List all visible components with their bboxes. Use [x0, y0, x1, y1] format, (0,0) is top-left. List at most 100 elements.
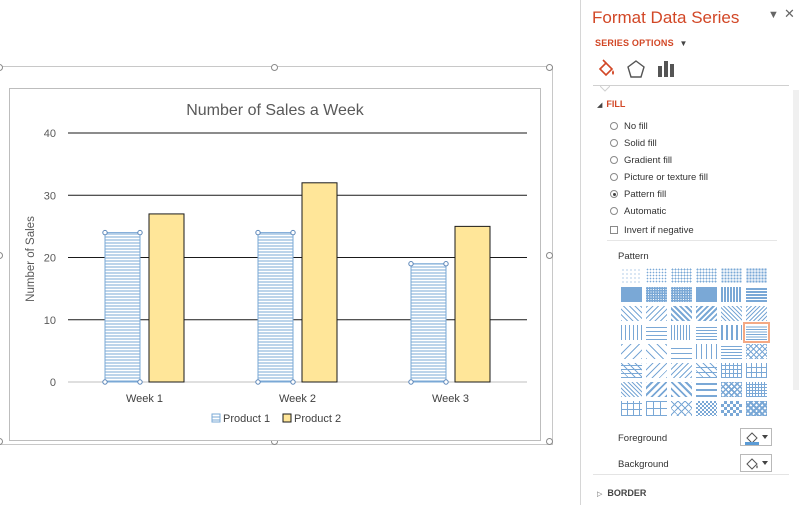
pattern-swatch[interactable] [671, 287, 692, 302]
bar-product-1[interactable] [104, 232, 141, 383]
pattern-swatch[interactable] [621, 401, 642, 416]
selection-handle[interactable] [137, 379, 143, 385]
resize-handle[interactable] [0, 252, 3, 259]
pattern-swatch[interactable] [696, 382, 717, 397]
pattern-swatch[interactable] [621, 287, 642, 302]
pattern-swatch[interactable] [646, 401, 667, 416]
background-color-picker[interactable] [740, 454, 772, 472]
selection-handle[interactable] [443, 261, 449, 267]
selection-handle[interactable] [255, 229, 261, 236]
pattern-swatch[interactable] [671, 306, 692, 321]
fill-section-header[interactable]: ◢ FILL [597, 99, 625, 109]
bar-product-1[interactable] [257, 232, 294, 383]
pattern-swatch[interactable] [671, 363, 692, 378]
pattern-swatch[interactable] [721, 363, 742, 378]
pattern-swatch[interactable] [646, 268, 667, 283]
pattern-swatch[interactable] [743, 322, 770, 343]
pattern-swatch[interactable] [721, 325, 742, 340]
fill-option-no-fill[interactable]: No fill [610, 119, 648, 133]
bar-product-2[interactable] [148, 213, 185, 383]
pattern-swatch[interactable] [621, 382, 642, 397]
pattern-swatch[interactable] [746, 363, 767, 378]
foreground-color-picker[interactable] [740, 428, 772, 446]
pattern-swatch[interactable] [646, 363, 667, 378]
fill-line-tab-icon[interactable] [595, 58, 617, 80]
pattern-swatch[interactable] [646, 382, 667, 397]
invert-if-negative-checkbox[interactable]: Invert if negative [610, 223, 694, 237]
selection-handle[interactable] [102, 379, 108, 385]
pattern-swatch[interactable] [646, 306, 667, 321]
radio-button[interactable] [610, 122, 618, 130]
pattern-swatch[interactable] [721, 306, 742, 321]
pattern-swatch[interactable] [671, 401, 692, 416]
pattern-swatch[interactable] [746, 401, 767, 416]
selection-handle[interactable] [290, 229, 296, 236]
pattern-swatch[interactable] [721, 287, 742, 302]
pattern-swatch[interactable] [721, 268, 742, 283]
pane-options-dropdown[interactable]: ▼ [768, 9, 779, 21]
resize-handle[interactable] [0, 438, 3, 445]
pattern-swatch[interactable] [696, 268, 717, 283]
selection-handle[interactable] [102, 229, 108, 236]
radio-button[interactable] [610, 173, 618, 181]
bar-product-2[interactable] [454, 225, 491, 383]
pattern-swatch[interactable] [621, 363, 642, 378]
checkbox[interactable] [610, 226, 618, 234]
fill-option-solid-fill[interactable]: Solid fill [610, 136, 657, 150]
pattern-swatch[interactable] [696, 287, 717, 302]
bar-product-1[interactable] [410, 263, 447, 383]
selection-handle[interactable] [137, 229, 143, 236]
fill-option-gradient-fill[interactable]: Gradient fill [610, 153, 672, 167]
bar-product-2[interactable] [301, 182, 338, 383]
selection-handle[interactable] [408, 261, 414, 267]
pattern-swatch[interactable] [621, 344, 642, 359]
pattern-swatch[interactable] [621, 268, 642, 283]
pattern-swatch[interactable] [671, 344, 692, 359]
resize-handle[interactable] [546, 252, 553, 259]
radio-button[interactable] [610, 207, 618, 215]
radio-button[interactable] [610, 139, 618, 147]
series-options-tab-icon[interactable] [655, 58, 677, 80]
pattern-swatch[interactable] [696, 325, 717, 340]
series-options-dropdown[interactable]: SERIES OPTIONS ▼ [595, 38, 688, 48]
pattern-swatch[interactable] [621, 325, 642, 340]
border-section-header[interactable]: ▷ BORDER [597, 488, 646, 498]
plot-area-frame[interactable]: Number of Sales a Week Number of Sales 0… [9, 88, 541, 441]
pattern-swatch[interactable] [746, 268, 767, 283]
fill-option-pattern-fill[interactable]: Pattern fill [610, 187, 666, 201]
effects-tab-icon[interactable] [625, 58, 647, 80]
fill-option-automatic[interactable]: Automatic [610, 204, 666, 218]
pattern-swatch[interactable] [696, 401, 717, 416]
pattern-swatch[interactable] [671, 382, 692, 397]
pattern-swatch[interactable] [671, 325, 692, 340]
pattern-swatch[interactable] [646, 287, 667, 302]
pattern-swatch[interactable] [696, 344, 717, 359]
pattern-swatch[interactable] [621, 306, 642, 321]
resize-handle[interactable] [546, 438, 553, 445]
pane-scrollbar[interactable] [793, 90, 799, 390]
pattern-swatch[interactable] [721, 344, 742, 359]
bar-chart[interactable]: Number of Sales a Week Number of Sales 0… [10, 89, 540, 440]
resize-handle[interactable] [271, 64, 278, 71]
radio-button[interactable] [610, 190, 618, 198]
selection-handle[interactable] [255, 379, 261, 385]
resize-handle[interactable] [546, 64, 553, 71]
pattern-swatch[interactable] [671, 268, 692, 283]
fill-option-picture-texture[interactable]: Picture or texture fill [610, 170, 708, 184]
selection-handle[interactable] [443, 379, 449, 385]
pattern-swatch[interactable] [721, 382, 742, 397]
pattern-swatch[interactable] [696, 306, 717, 321]
resize-handle[interactable] [0, 64, 3, 71]
pattern-swatch[interactable] [646, 344, 667, 359]
pattern-swatch[interactable] [646, 325, 667, 340]
pattern-swatch[interactable] [746, 344, 767, 359]
selection-handle[interactable] [408, 379, 414, 385]
chart-frame[interactable]: Number of Sales a Week Number of Sales 0… [0, 64, 553, 445]
pattern-swatch[interactable] [721, 401, 742, 416]
selection-handle[interactable] [290, 379, 296, 385]
pattern-swatch[interactable] [746, 382, 767, 397]
pattern-swatch[interactable] [746, 287, 767, 302]
close-icon[interactable]: ✕ [784, 6, 795, 21]
pattern-swatch[interactable] [696, 363, 717, 378]
radio-button[interactable] [610, 156, 618, 164]
